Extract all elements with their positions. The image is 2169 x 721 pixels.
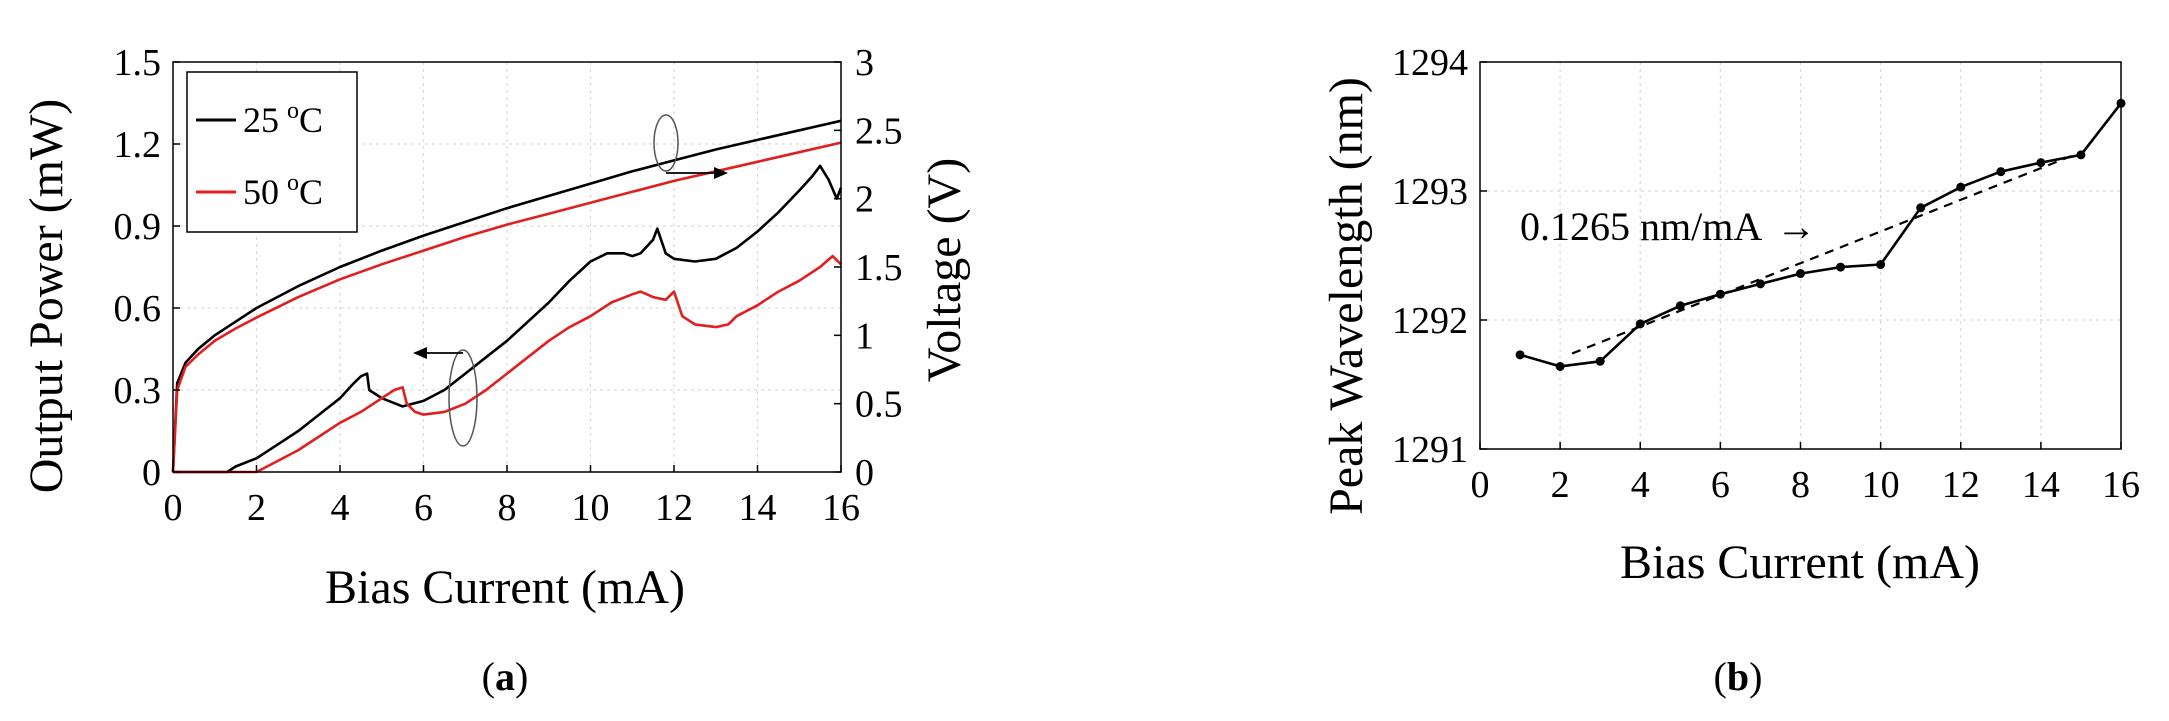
panel-a-x-tick-label-8: 16 bbox=[822, 487, 860, 529]
panel-a-caption-letter: a bbox=[495, 654, 515, 699]
panel-b-x-tick-label-6: 12 bbox=[1942, 464, 1980, 506]
panel-b-grid bbox=[1479, 61, 2122, 450]
panel-a-y2-tick-label-2: 1 bbox=[855, 315, 874, 357]
panel-a-legend: 25 oC 50 oC bbox=[186, 71, 358, 233]
legend-50c-unit: C bbox=[299, 172, 323, 212]
panel-a-series-50-oc-power bbox=[173, 254, 842, 474]
panel-a-x-axis-label: Bias Current (mA) bbox=[325, 561, 685, 614]
panel-a-x-tick-label-4: 8 bbox=[498, 487, 517, 529]
legend-25c-unit: C bbox=[299, 100, 323, 140]
panel-a-y2-tick-label-3: 1.5 bbox=[855, 247, 903, 289]
panel-b-caption: (b) bbox=[1714, 654, 1763, 699]
panel-b-point-0 bbox=[1515, 350, 1525, 360]
panel-b-y-axis-label: Peak Wavelength (nm) bbox=[1320, 77, 1373, 515]
legend-label-50c: 50 oC bbox=[243, 170, 323, 212]
panel-a: 0 2 4 6 8 10 12 14 1600.30.60.91.21.500.511.522.… bbox=[20, 42, 971, 699]
panel-a-y-tick-label-1: 0.3 bbox=[114, 370, 162, 412]
panel-b-point-2 bbox=[1595, 356, 1605, 366]
panel-a-x-tick-label-3: 6 bbox=[414, 487, 433, 529]
panel-b-point-10 bbox=[1916, 203, 1926, 213]
panel-a-y2-axis-label: Voltage (V) bbox=[918, 158, 971, 382]
panel-a-series-25-oc-power bbox=[173, 164, 843, 474]
panel-a-y-axis-label: Output Power (mW) bbox=[20, 99, 73, 494]
panel-b-ticks: 0 2 4 6 8 10 12 14 16 1291 1292 1293 1294 bbox=[1392, 42, 2140, 506]
panel-b-y-tick-label-3: 1294 bbox=[1392, 42, 1468, 84]
left-arrow-icon bbox=[413, 347, 427, 359]
panel-a-y2-tick-label-5: 2.5 bbox=[855, 110, 903, 152]
panel-b-x-tick-label-7: 14 bbox=[2022, 464, 2060, 506]
panel-b-point-3 bbox=[1635, 319, 1645, 329]
panel-b-point-8 bbox=[1836, 262, 1846, 272]
panel-b-y-tick-label-2: 1293 bbox=[1392, 171, 1468, 213]
panel-a-y-tick-label-2: 0.6 bbox=[114, 288, 162, 330]
panel-b-x-tick-label-3: 6 bbox=[1711, 464, 1730, 506]
panel-b-point-5 bbox=[1715, 289, 1725, 299]
slope-annotation-text: 0.1265 nm/mA bbox=[1520, 204, 1762, 249]
panel-a-y2-tick-label-0: 0 bbox=[855, 452, 874, 494]
panel-b-point-7 bbox=[1796, 269, 1805, 279]
panel-b-point-1 bbox=[1555, 361, 1565, 371]
right-axis-indicator bbox=[653, 114, 728, 179]
voltage-curve-ellipse bbox=[653, 114, 679, 172]
panel-b: 0 2 4 6 8 10 12 14 16 1291 1292 1293 1294 Bias Curre… bbox=[1320, 42, 2140, 699]
legend-25c-degree: o bbox=[287, 98, 299, 124]
panel-a-y-tick-label-3: 0.9 bbox=[114, 206, 162, 248]
legend-50c-degree: o bbox=[287, 170, 299, 196]
panel-b-x-tick-label-2: 4 bbox=[1631, 464, 1650, 506]
panel-b-x-tick-label-5: 10 bbox=[1862, 464, 1900, 506]
panel-b-series-fit bbox=[1571, 151, 2082, 355]
panel-b-y-tick-label-1: 1292 bbox=[1392, 300, 1468, 342]
panel-b-y-tick-label-0: 1291 bbox=[1392, 429, 1468, 471]
panel-b-caption-letter: b bbox=[1727, 654, 1749, 699]
panel-b-x-tick-label-0: 0 bbox=[1471, 464, 1490, 506]
panel-a-y2-tick-label-6: 3 bbox=[855, 42, 874, 84]
power-curve-ellipse bbox=[448, 349, 478, 447]
left-axis-indicator bbox=[413, 347, 478, 447]
panel-a-x-tick-label-5: 10 bbox=[572, 487, 610, 529]
panel-a-y-tick-label-4: 1.2 bbox=[114, 124, 162, 166]
panel-b-x-tick-label-8: 16 bbox=[2102, 464, 2140, 506]
panel-a-y2-tick-label-1: 0.5 bbox=[855, 384, 903, 426]
panel-b-point-13 bbox=[2036, 158, 2046, 168]
panel-a-x-tick-label-7: 14 bbox=[739, 487, 777, 529]
panel-a-y-tick-label-5: 1.5 bbox=[114, 42, 162, 84]
panel-b-series-measured bbox=[1519, 102, 2123, 368]
legend-box bbox=[186, 71, 358, 233]
panel-a-y-tick-label-0: 0 bbox=[142, 452, 161, 494]
panel-a-x-tick-label-1: 2 bbox=[247, 487, 266, 529]
right-arrow-icon bbox=[714, 167, 728, 179]
panel-b-x-tick-label-4: 8 bbox=[1791, 464, 1810, 506]
panel-a-y2-tick-label-4: 2 bbox=[855, 179, 874, 221]
panel-b-x-axis-label: Bias Current (mA) bbox=[1620, 536, 1980, 589]
panel-b-point-4 bbox=[1675, 301, 1685, 311]
panel-a-series bbox=[171, 119, 843, 474]
panel-a-caption: (a) bbox=[482, 654, 529, 699]
panel-b-point-11 bbox=[1956, 182, 1966, 192]
legend-label-25c: 25 oC bbox=[243, 98, 323, 140]
panel-a-x-tick-label-6: 12 bbox=[655, 487, 693, 529]
panel-a-x-tick-label-2: 4 bbox=[331, 487, 350, 529]
panel-a-series-25-oc-voltage bbox=[171, 119, 842, 473]
panel-b-point-12 bbox=[1996, 167, 2006, 177]
legend-50c-value: 50 bbox=[243, 172, 279, 212]
panel-b-point-14 bbox=[2076, 150, 2086, 160]
panel-b-series bbox=[1515, 98, 2126, 371]
panel-b-x-tick-label-1: 2 bbox=[1551, 464, 1570, 506]
panel-a-series-50-oc-voltage bbox=[171, 141, 842, 473]
slope-arrow-icon: → bbox=[1776, 204, 1816, 249]
panel-a-ticks: 0 2 4 6 8 10 12 14 1600.30.60.91.21.500.511.522.… bbox=[114, 42, 903, 529]
panel-b-point-9 bbox=[1876, 260, 1886, 270]
slope-annotation: 0.1265 nm/mA → bbox=[1520, 204, 1816, 249]
panel-a-x-tick-label-0: 0 bbox=[164, 487, 183, 529]
legend-25c-value: 25 bbox=[243, 100, 279, 140]
panel-b-point-6 bbox=[1755, 279, 1765, 289]
